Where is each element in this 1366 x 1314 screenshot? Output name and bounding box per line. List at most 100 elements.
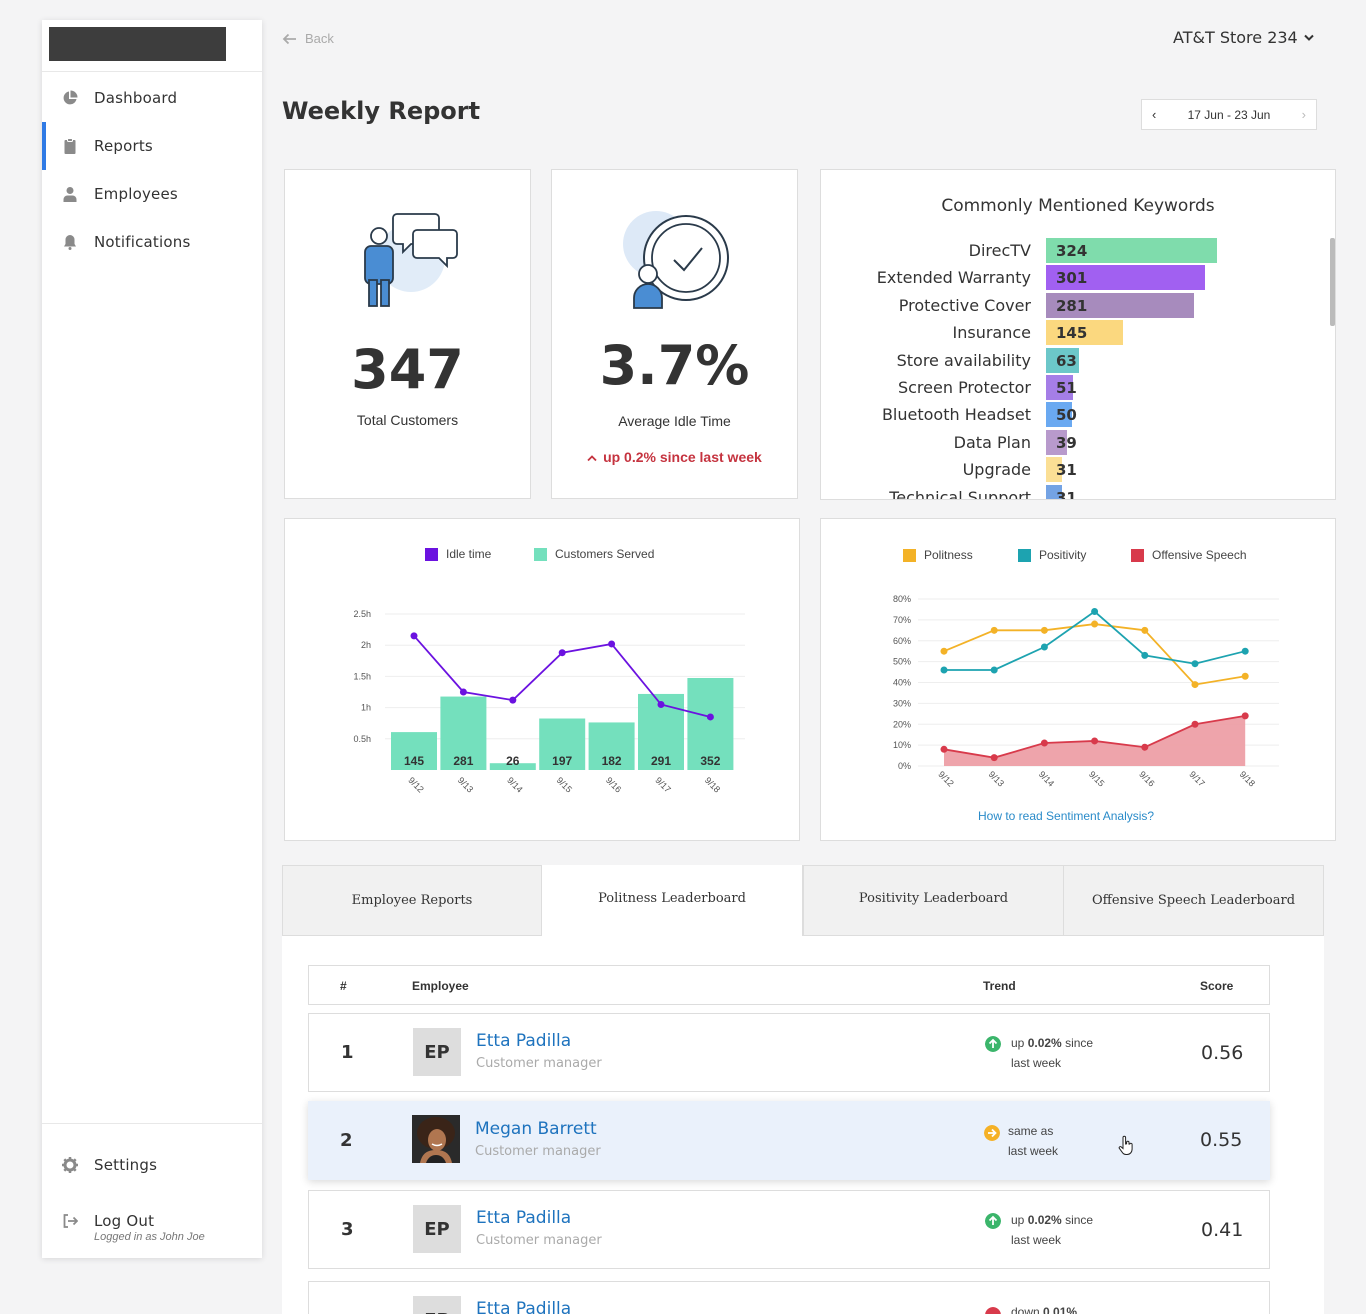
trend-word: same as <box>1008 1124 1054 1138</box>
keyword-row: Technical Support 31 <box>821 484 1321 500</box>
keyword-bar <box>1046 484 1063 499</box>
keywords-scrollbar[interactable] <box>1330 238 1335 326</box>
legend-swatch <box>425 547 438 561</box>
total-customers-value: 347 <box>351 338 464 401</box>
row-score: 0.41 <box>1201 1219 1244 1241</box>
employee-name-link[interactable]: Etta Padilla <box>476 1031 572 1051</box>
trend-delta: 0.02% <box>1027 1213 1062 1227</box>
chevron-down-icon <box>1304 34 1314 41</box>
y-tick-label: 2.5h <box>353 609 371 619</box>
table-row[interactable]: 1 EP Etta Padilla Customer manager up 0.… <box>308 1013 1270 1092</box>
idle-time-point <box>657 700 665 708</box>
keyword-value: 31 <box>1056 488 1077 500</box>
legend-customers-served: Customers Served <box>534 547 654 561</box>
row-rank: 1 <box>341 1042 354 1063</box>
series-point <box>1191 681 1199 689</box>
total-customers-label: Total Customers <box>356 412 459 428</box>
employee-name-link[interactable]: Etta Padilla <box>476 1299 572 1314</box>
y-tick-label: 20% <box>893 719 911 729</box>
series-point <box>1241 712 1249 720</box>
idle-time-trend: up 0.2% since last week <box>552 449 797 465</box>
tab-offensive-speech-leaderboard[interactable]: Offensive Speech Leaderboard <box>1063 865 1324 936</box>
keyword-name: Data Plan <box>953 432 1031 452</box>
row-score: 0.56 <box>1201 1042 1244 1064</box>
logo[interactable] <box>49 27 226 61</box>
series-point <box>940 666 948 674</box>
legend-label: Offensive Speech <box>1152 548 1247 562</box>
idle-customers-chart: 0.5h 1h 1.5h 2h 2.5h 145 9/12 281 9/13 26 9/14 197 9… <box>353 609 745 795</box>
tab-positivity-leaderboard[interactable]: Positivity Leaderboard <box>803 865 1064 936</box>
y-tick-label: 60% <box>893 636 911 646</box>
series-point <box>940 647 948 655</box>
idle-time-point <box>509 696 517 704</box>
keyword-bar <box>1046 429 1067 455</box>
series-point <box>1191 720 1199 728</box>
bar <box>588 722 635 770</box>
tab-employee-reports[interactable]: Employee Reports <box>282 865 542 936</box>
sidebar-item-label: Log Out <box>94 1212 155 1230</box>
header-score: Score <box>1200 979 1234 993</box>
keyword-name: Bluetooth Headset <box>881 405 1031 425</box>
sidebar-item-reports[interactable]: Reports <box>42 122 262 170</box>
keyword-row: Screen Protector 51 <box>821 375 1321 401</box>
series-point <box>990 666 998 674</box>
series-point <box>1241 647 1249 655</box>
legend-label: Idle time <box>446 547 492 561</box>
leaderboard-tabs: Employee Reports Politness Leaderboard P… <box>282 865 1324 936</box>
tab-politness-leaderboard[interactable]: Politness Leaderboard <box>541 865 803 936</box>
keyword-value: 63 <box>1056 351 1077 370</box>
avatar <box>412 1115 460 1163</box>
keyword-value: 39 <box>1056 433 1077 452</box>
sidebar-item-dashboard[interactable]: Dashboard <box>42 74 262 122</box>
series-point <box>1091 608 1099 616</box>
y-tick-label: 1.5h <box>353 671 371 681</box>
series-point <box>1241 672 1249 680</box>
table-row[interactable]: 3 EP Etta Padilla Customer manager up 0.… <box>308 1190 1270 1269</box>
series-point <box>1141 626 1149 634</box>
chevron-up-icon <box>587 455 597 462</box>
trend-period: last week <box>1011 1233 1062 1247</box>
keyword-value: 50 <box>1056 406 1077 425</box>
sidebar-item-notifications[interactable]: Notifications <box>42 218 262 266</box>
trend-same-icon <box>984 1125 1000 1141</box>
chevron-right-icon[interactable]: › <box>1301 107 1306 122</box>
legend-idle-time: Idle time <box>425 547 491 561</box>
series-point <box>940 745 948 753</box>
store-name: AT&T Store 234 <box>1173 28 1298 47</box>
keyword-row: Upgrade 31 <box>821 457 1321 483</box>
y-tick-label: 0% <box>898 761 911 771</box>
logout-button[interactable]: Log Out <box>42 1197 262 1245</box>
idle-time-card: 3.7% Average Idle Time up 0.2% since las… <box>551 169 798 499</box>
idle-time-value: 3.7% <box>599 334 750 397</box>
sidebar-item-settings[interactable]: Settings <box>42 1141 262 1189</box>
back-link[interactable]: Back <box>282 31 334 46</box>
sentiment-help-link[interactable]: How to read Sentiment Analysis? <box>978 809 1155 823</box>
sidebar-item-label: Reports <box>94 137 153 155</box>
x-tick-label: 9/18 <box>703 775 722 794</box>
bar <box>391 732 437 770</box>
idle-time-point <box>410 632 418 640</box>
x-tick-label: 9/13 <box>456 775 475 794</box>
trend-up-icon <box>985 1213 1001 1229</box>
employee-role: Customer manager <box>476 1233 602 1248</box>
trend-delta: 0.01% <box>1043 1305 1078 1314</box>
x-tick-label: 9/16 <box>604 775 623 794</box>
x-tick-label: 9/12 <box>406 775 425 794</box>
table-row[interactable]: 2 Megan Barrett Customer manager same as… <box>308 1101 1270 1180</box>
sidebar-item-employees[interactable]: Employees <box>42 170 262 218</box>
bar-value-label: 197 <box>552 754 572 768</box>
employee-name-link[interactable]: Megan Barrett <box>475 1119 597 1139</box>
legend-swatch <box>1018 548 1031 562</box>
chevron-left-icon[interactable]: ‹ <box>1152 107 1157 122</box>
y-tick-label: 80% <box>893 594 911 604</box>
idle-time-point <box>706 713 714 721</box>
keyword-name: Upgrade <box>962 460 1031 480</box>
employee-name-link[interactable]: Etta Padilla <box>476 1208 572 1228</box>
idle-time-point <box>459 688 467 696</box>
keywords-title: Commonly Mentioned Keywords <box>941 196 1215 216</box>
keyword-value: 281 <box>1056 296 1088 315</box>
table-row[interactable]: EP Etta Padilla down 0.01% <box>308 1281 1270 1314</box>
y-tick-label: 40% <box>893 678 911 688</box>
store-selector[interactable]: AT&T Store 234 <box>1173 28 1314 47</box>
avatar: EP <box>413 1028 461 1076</box>
